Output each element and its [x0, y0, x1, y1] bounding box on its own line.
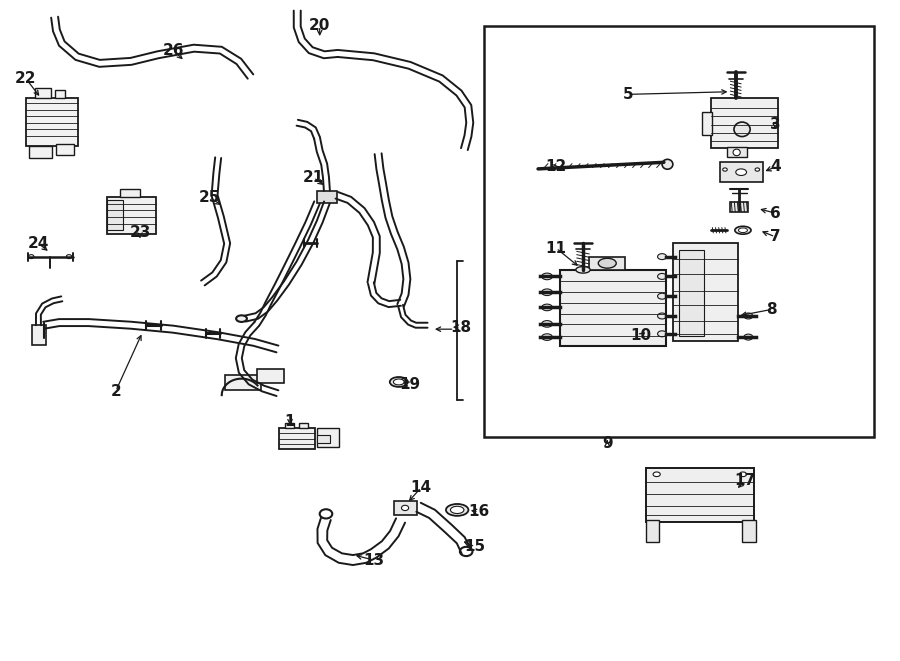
Ellipse shape	[743, 334, 752, 340]
Text: 23: 23	[130, 225, 150, 241]
Bar	[107, 200, 123, 229]
Ellipse shape	[542, 304, 553, 311]
Bar	[317, 428, 339, 447]
Ellipse shape	[390, 377, 408, 387]
Text: 17: 17	[734, 473, 755, 488]
Bar	[256, 369, 284, 383]
Bar	[279, 428, 315, 449]
Ellipse shape	[576, 266, 590, 273]
Bar	[26, 98, 78, 146]
Bar	[484, 26, 874, 438]
Ellipse shape	[542, 334, 553, 340]
Ellipse shape	[236, 315, 247, 322]
Bar	[560, 270, 666, 346]
Bar	[57, 145, 75, 155]
Text: 5: 5	[623, 87, 634, 102]
Ellipse shape	[67, 254, 72, 258]
Ellipse shape	[393, 379, 404, 385]
Ellipse shape	[734, 149, 741, 156]
Text: 21: 21	[302, 170, 324, 185]
Bar	[394, 500, 417, 515]
Ellipse shape	[542, 321, 553, 327]
Text: 20: 20	[309, 19, 330, 33]
Bar	[646, 520, 660, 541]
Bar	[121, 188, 140, 197]
Ellipse shape	[446, 504, 468, 516]
Bar	[317, 190, 337, 202]
Bar	[742, 520, 755, 541]
Ellipse shape	[736, 169, 746, 175]
Text: 8: 8	[767, 302, 777, 317]
Text: 14: 14	[410, 480, 432, 495]
Ellipse shape	[723, 168, 727, 171]
Text: 19: 19	[399, 377, 420, 392]
Bar	[55, 91, 66, 98]
Bar	[727, 147, 746, 157]
Bar	[711, 98, 778, 148]
Ellipse shape	[653, 472, 661, 477]
Text: 18: 18	[450, 320, 472, 334]
Text: 13: 13	[363, 553, 384, 568]
Ellipse shape	[658, 330, 667, 336]
Ellipse shape	[320, 509, 332, 518]
Bar	[731, 202, 748, 212]
Text: 25: 25	[199, 190, 220, 205]
Text: 7: 7	[770, 229, 780, 245]
Ellipse shape	[401, 505, 409, 510]
Bar	[299, 423, 308, 428]
Ellipse shape	[29, 254, 34, 258]
Ellipse shape	[542, 273, 553, 280]
Bar	[720, 163, 762, 182]
Ellipse shape	[450, 506, 464, 514]
Bar	[317, 435, 330, 443]
Bar	[590, 256, 625, 270]
Ellipse shape	[658, 274, 667, 280]
Ellipse shape	[658, 254, 667, 260]
Ellipse shape	[658, 313, 667, 319]
Bar	[107, 197, 157, 233]
Bar	[680, 250, 705, 336]
Text: 9: 9	[602, 436, 613, 451]
Ellipse shape	[740, 472, 746, 477]
Text: 22: 22	[15, 71, 37, 86]
Bar	[702, 112, 713, 135]
Ellipse shape	[460, 547, 473, 556]
Text: 1: 1	[284, 414, 295, 429]
Bar	[225, 375, 261, 390]
Ellipse shape	[658, 293, 667, 299]
Text: 6: 6	[770, 206, 780, 221]
Text: 12: 12	[545, 159, 567, 175]
Bar	[673, 243, 738, 341]
Text: 4: 4	[770, 159, 780, 175]
Ellipse shape	[662, 159, 673, 169]
Bar	[35, 88, 51, 98]
Ellipse shape	[755, 168, 760, 171]
Bar	[284, 423, 293, 428]
Text: 26: 26	[163, 43, 184, 58]
Ellipse shape	[735, 226, 751, 234]
Ellipse shape	[542, 289, 553, 295]
Bar	[646, 468, 753, 522]
Ellipse shape	[743, 313, 752, 319]
Bar	[32, 325, 46, 345]
Text: 3: 3	[770, 117, 780, 132]
Ellipse shape	[734, 122, 750, 137]
Ellipse shape	[598, 258, 616, 268]
Ellipse shape	[739, 228, 747, 233]
Bar	[30, 146, 52, 158]
Text: 11: 11	[545, 241, 566, 256]
Text: 24: 24	[28, 236, 50, 251]
Text: 10: 10	[630, 329, 651, 343]
Text: 16: 16	[468, 504, 490, 520]
Text: 15: 15	[464, 539, 486, 555]
Text: 2: 2	[111, 383, 122, 399]
